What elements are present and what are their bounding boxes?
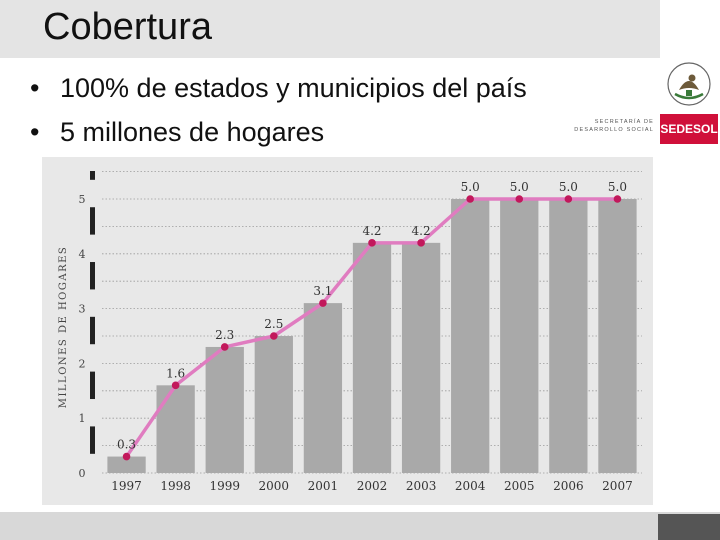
sedesol-badge: SEDESOL xyxy=(660,114,718,144)
y-axis-segment xyxy=(90,426,95,454)
x-tick-label: 1999 xyxy=(209,479,240,493)
x-tick-label: 2002 xyxy=(357,479,388,493)
bullet-list: • 100% de estados y municipios del país •… xyxy=(30,68,527,156)
slide-title: Cobertura xyxy=(43,6,212,48)
x-tick-label: 2000 xyxy=(259,479,290,493)
bar xyxy=(303,303,343,473)
bar xyxy=(500,199,539,473)
x-tick-label: 2003 xyxy=(406,479,437,493)
bullet-item: • 100% de estados y municipios del país xyxy=(30,68,527,112)
x-tick-label: 1998 xyxy=(160,479,191,493)
mexico-seal-icon xyxy=(667,62,711,106)
series-point xyxy=(171,381,180,390)
y-tick-label: 2 xyxy=(79,357,86,370)
ministry-line-2: DESARROLLO SOCIAL xyxy=(574,127,654,133)
series-point xyxy=(319,299,327,307)
y-axis-label: MILLONES DE HOGARES xyxy=(58,246,69,409)
x-tick-label: 2007 xyxy=(602,479,633,493)
data-label: 1.6 xyxy=(166,366,185,380)
title-bar xyxy=(0,0,660,58)
bar xyxy=(401,242,441,473)
bullet-text: 5 millones de hogares xyxy=(60,117,325,147)
data-label: 5.0 xyxy=(461,180,480,194)
bar-series xyxy=(107,199,637,473)
series-point xyxy=(220,343,229,351)
bottom-strip xyxy=(0,512,720,540)
bar xyxy=(254,336,293,473)
y-tick-label: 5 xyxy=(79,193,86,206)
series-point xyxy=(368,239,376,247)
series-point xyxy=(564,195,573,203)
y-axis xyxy=(90,171,95,454)
data-label: 4.2 xyxy=(412,224,431,238)
line-series xyxy=(122,195,622,461)
bullet-dot-icon: • xyxy=(30,117,40,147)
bar xyxy=(451,199,490,473)
x-tick-label: 2006 xyxy=(553,479,584,493)
bottom-dark-block xyxy=(658,514,720,540)
ministry-line-1: SECRETARÍA DE xyxy=(594,119,654,125)
bar-chart: 0.31.62.32.53.14.2 4.25.0 5.0 5.0 5.0 1997 19… xyxy=(58,171,642,493)
bar xyxy=(156,385,195,473)
data-label: 2.3 xyxy=(215,328,234,342)
data-label: 3.1 xyxy=(313,284,332,298)
series-point xyxy=(270,332,278,340)
data-label: 5.0 xyxy=(510,180,529,194)
y-tick-label: 0 xyxy=(79,467,86,480)
x-tick-label: 2005 xyxy=(504,479,535,493)
series-point xyxy=(466,195,474,203)
data-label: 5.0 xyxy=(608,180,627,194)
bullet-text: 100% de estados y municipios del país xyxy=(60,73,527,103)
bar xyxy=(549,199,588,473)
series-point xyxy=(122,452,131,461)
y-tick-labels: 0 1 2 3 4 5 xyxy=(79,193,86,480)
series-point xyxy=(417,239,425,247)
bullet-item: • 5 millones de hogares xyxy=(30,112,527,156)
series-point xyxy=(515,195,524,203)
bullet-dot-icon: • xyxy=(30,73,40,103)
x-tick-label: 1997 xyxy=(111,479,142,493)
data-label: 5.0 xyxy=(559,180,578,194)
x-tick-label: 2004 xyxy=(455,479,486,493)
x-tick-label: 2001 xyxy=(308,479,339,493)
bar xyxy=(598,199,637,473)
data-labels: 0.3 1.6 2.3 2.5 3.1 4.2 4.2 5.0 5.0 5.0 5.0 xyxy=(117,180,627,452)
y-axis-segment xyxy=(90,371,95,400)
bar xyxy=(352,242,392,473)
data-label: 4.2 xyxy=(362,224,381,238)
data-label: 0.3 xyxy=(117,438,136,452)
y-axis-segment xyxy=(90,316,95,345)
bar xyxy=(205,346,244,473)
data-label: 2.5 xyxy=(264,317,283,331)
x-tick-labels: 1997 1998 1999 2000 2001 2002 2003 2004 2005 2006… xyxy=(111,479,632,493)
series-point xyxy=(613,195,622,203)
y-tick-label: 3 xyxy=(79,303,86,316)
chart-panel: 0.3 1.6 2.3 2.5 3.1 4.2 4.2 5.0 5.0 5.0 5.0 1997 19… xyxy=(42,157,653,505)
y-tick-label: 1 xyxy=(79,412,86,425)
ministry-name: SECRETARÍA DE DESARROLLO SOCIAL xyxy=(570,118,654,134)
y-tick-label: 4 xyxy=(79,248,86,261)
y-axis-segment xyxy=(90,171,95,180)
bar xyxy=(107,456,146,473)
y-axis-segment xyxy=(90,207,95,235)
y-axis-segment xyxy=(90,262,95,290)
sedesol-logo: SECRETARÍA DE DESARROLLO SOCIAL SEDESOL xyxy=(570,58,720,153)
